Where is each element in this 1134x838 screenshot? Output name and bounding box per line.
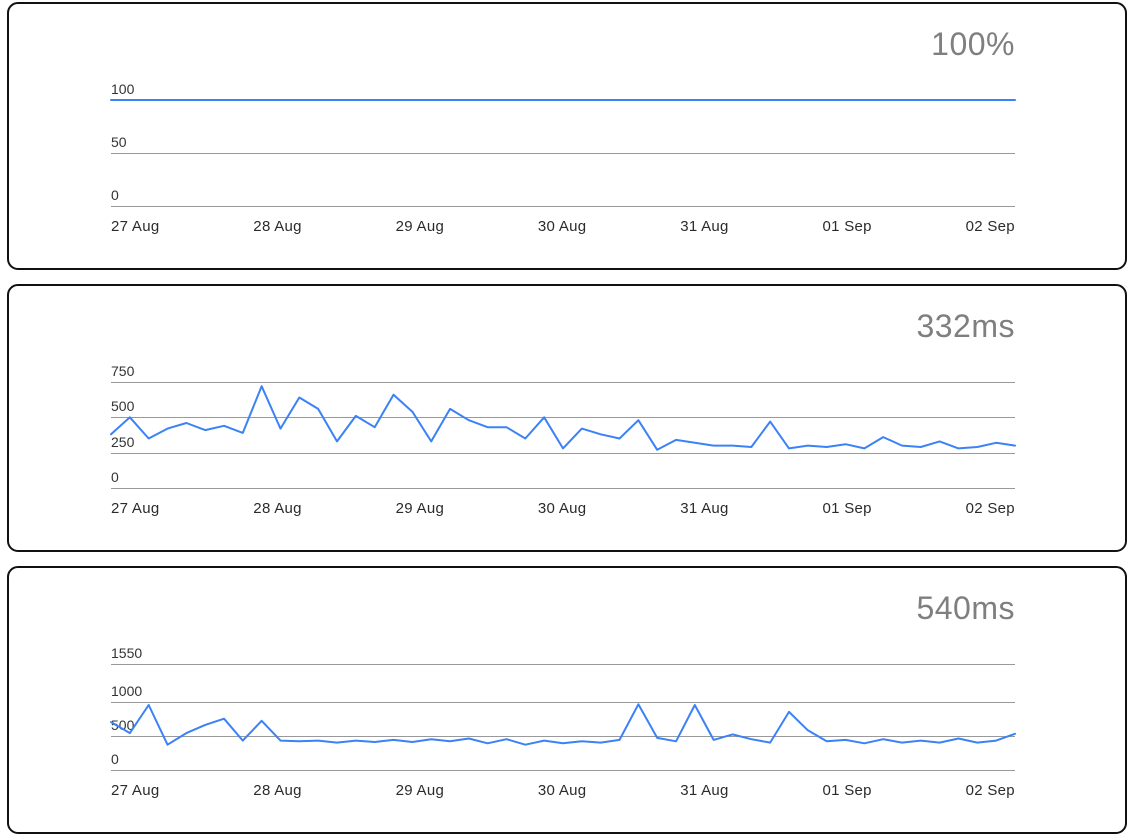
gridline <box>111 153 1015 154</box>
max-response-x-axis: 27 Aug 28 Aug 29 Aug 30 Aug 31 Aug 01 Sep 02 S… <box>111 782 1015 799</box>
gridline <box>111 701 1015 703</box>
gridline <box>111 735 1015 737</box>
x-tick-label: 31 Aug <box>680 782 729 799</box>
max-response-panel: 540ms 1550 1000 500 0 27 Aug 28 Aug 29 Aug 30 … <box>7 566 1127 834</box>
gridline <box>111 417 1015 419</box>
x-tick-label: 01 Sep <box>822 500 872 517</box>
y-tick-label: 500 <box>111 716 135 733</box>
avg-response-panel: 332ms 750 500 250 0 27 Aug 28 Aug 29 Aug 30 Au… <box>7 284 1127 552</box>
x-tick-label: 28 Aug <box>253 782 302 799</box>
x-tick-label: 28 Aug <box>253 500 302 517</box>
avg-response-chart-grid: 750 500 250 0 <box>111 286 1015 550</box>
x-tick-label: 29 Aug <box>395 782 445 799</box>
y-tick-label: 750 <box>111 363 135 379</box>
series-line <box>109 385 1017 451</box>
gridline <box>111 452 1015 454</box>
y-tick-label: 50 <box>111 134 127 150</box>
avg-response-chart: 332ms 750 500 250 0 27 Aug 28 Aug 29 Aug 30 Au… <box>109 286 1017 550</box>
gridline <box>111 382 1015 383</box>
x-tick-label: 29 Aug <box>395 500 445 517</box>
uptime-panel: 100% 100 50 0 27 Aug 28 Aug 29 Aug 30 Aug 31 A… <box>7 2 1127 270</box>
max-response-chart: 540ms 1550 1000 500 0 27 Aug 28 Aug 29 Aug 30 … <box>109 568 1017 832</box>
avg-response-x-axis: 27 Aug 28 Aug 29 Aug 30 Aug 31 Aug 01 Sep 02 S… <box>111 500 1015 517</box>
x-tick-label: 30 Aug <box>537 218 587 235</box>
y-tick-label: 500 <box>111 398 135 415</box>
max-response-line-series <box>109 703 1017 746</box>
gridline <box>111 488 1015 489</box>
x-tick-label: 01 Sep <box>822 218 872 235</box>
x-tick-label: 30 Aug <box>537 500 587 517</box>
gridline <box>111 664 1015 665</box>
x-tick-label: 31 Aug <box>680 218 729 235</box>
x-tick-label: 30 Aug <box>537 782 587 799</box>
gridline <box>111 770 1015 771</box>
y-tick-label: 1550 <box>111 645 143 661</box>
y-tick-label: 0 <box>111 187 119 203</box>
gridline <box>111 206 1015 207</box>
x-tick-label: 27 Aug <box>111 782 160 799</box>
x-tick-label: 27 Aug <box>111 218 160 235</box>
avg-response-line-series <box>109 385 1017 451</box>
x-tick-label: 02 Sep <box>965 500 1015 517</box>
y-tick-label: 250 <box>111 433 135 450</box>
uptime-x-axis: 27 Aug 28 Aug 29 Aug 30 Aug 31 Aug 01 Sep 02 S… <box>111 218 1015 235</box>
y-tick-label: 100 <box>111 81 135 97</box>
x-tick-label: 02 Sep <box>965 218 1015 235</box>
uptime-chart: 100% 100 50 0 27 Aug 28 Aug 29 Aug 30 Aug 31 A… <box>109 4 1017 268</box>
y-tick-label: 1000 <box>111 682 143 699</box>
max-response-current-value: 540ms <box>916 590 1015 626</box>
uptime-line-series <box>109 99 1017 101</box>
uptime-current-value: 100% <box>931 26 1015 62</box>
x-tick-label: 27 Aug <box>111 500 160 517</box>
y-tick-label: 0 <box>111 469 119 485</box>
avg-response-current-value: 332ms <box>916 308 1015 344</box>
series-line <box>109 703 1017 746</box>
x-tick-label: 02 Sep <box>965 782 1015 799</box>
max-response-chart-grid: 1550 1000 500 0 <box>111 568 1015 832</box>
x-tick-label: 29 Aug <box>395 218 445 235</box>
y-tick-label: 0 <box>111 751 119 767</box>
x-tick-label: 31 Aug <box>680 500 729 517</box>
x-tick-label: 01 Sep <box>822 782 872 799</box>
x-tick-label: 28 Aug <box>253 218 302 235</box>
